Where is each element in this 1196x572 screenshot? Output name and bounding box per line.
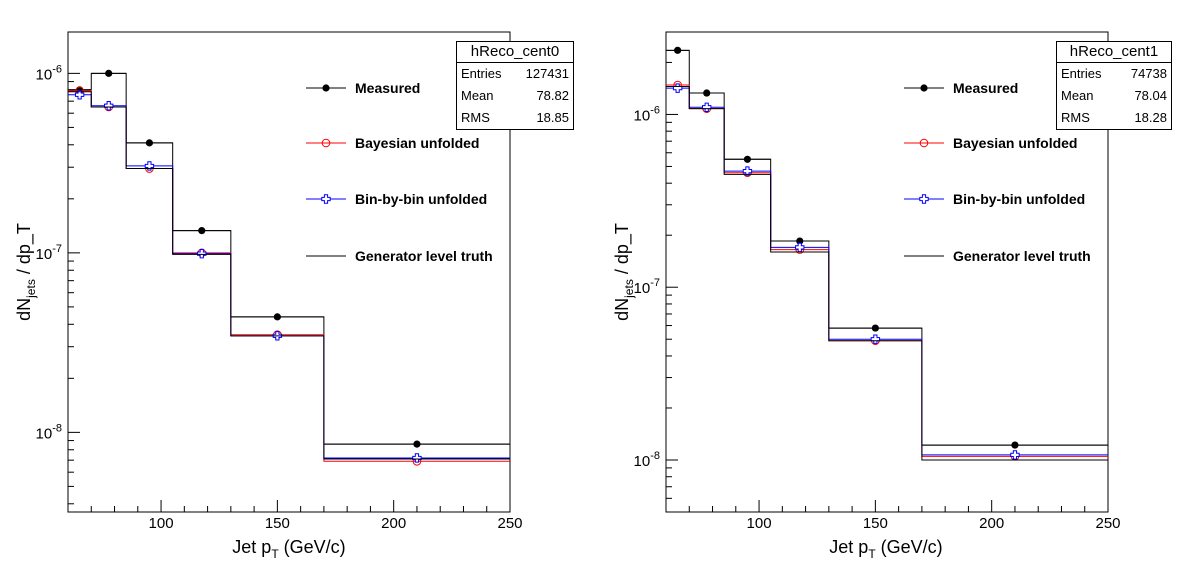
- plot-frame: [67, 31, 511, 513]
- legend-marker: [919, 194, 929, 204]
- data-point: [1011, 441, 1019, 449]
- legend-label: Measured: [953, 80, 1018, 96]
- stats-value: 74738: [1130, 66, 1167, 81]
- legend-marker: [321, 138, 331, 148]
- stats-row-entries: Entries 74738: [1057, 63, 1171, 85]
- x-axis-title: Jet pT (GeV/c): [232, 537, 345, 561]
- data-point: [273, 313, 281, 321]
- stats-label: RMS: [1061, 110, 1090, 125]
- data-point: [702, 102, 712, 112]
- data-point: [105, 69, 113, 77]
- stats-value: 18.85: [536, 110, 569, 125]
- y-tick-label: 10-8: [634, 450, 660, 470]
- y-tick-label: 10-6: [634, 104, 660, 124]
- legend-label: Bin-by-bin unfolded: [355, 191, 487, 207]
- data-point: [743, 155, 752, 163]
- data-point: [197, 248, 207, 259]
- stats-value: 18.28: [1134, 110, 1167, 125]
- x-tick-label: 100: [747, 515, 772, 532]
- x-tick-label: 200: [381, 515, 406, 532]
- x-tick-label: 200: [979, 515, 1004, 532]
- legend-marker: [919, 138, 929, 148]
- legend-marker: [321, 194, 331, 204]
- x-tick-label: 150: [265, 515, 290, 532]
- data-point: [870, 334, 881, 344]
- legend-marker: [322, 84, 330, 92]
- series-3: [666, 86, 1108, 461]
- stats-value: 78.82: [536, 88, 569, 103]
- series-line: [666, 86, 1108, 461]
- stats-label: Mean: [461, 88, 494, 103]
- series-3: [68, 91, 510, 460]
- chart-1: 100 150 200 250 10-8 10-7 10-6 Measured Bayesian…: [612, 31, 1121, 561]
- stats-label: RMS: [461, 110, 490, 125]
- y-axis-title: dNjets / dp_T: [14, 223, 38, 321]
- stats-row-rms: RMS 18.28: [1057, 107, 1171, 129]
- stats-label: Entries: [1061, 66, 1102, 81]
- stats-row-entries: Entries 127431: [457, 63, 573, 85]
- legend-label: Bayesian unfolded: [355, 135, 479, 151]
- data-point: [674, 46, 682, 54]
- data-point: [703, 89, 711, 97]
- stats-label: Mean: [1061, 88, 1094, 103]
- legend-label: Bin-by-bin unfolded: [953, 191, 1085, 207]
- legend: Measured Bayesian unfolded Bin-by-bin unfo…: [904, 80, 1091, 264]
- data-point: [74, 90, 85, 100]
- data-point: [871, 324, 879, 332]
- data-point: [104, 101, 114, 111]
- data-point: [742, 166, 753, 176]
- x-tick-label: 100: [149, 515, 174, 532]
- series-line: [68, 91, 510, 460]
- x-tick-label: 150: [863, 515, 888, 532]
- stats-title: hReco_cent0: [457, 42, 573, 63]
- stats-row-rms: RMS 18.85: [457, 107, 573, 129]
- stats-label: Entries: [461, 66, 502, 81]
- y-axis-title: dNjets / dp_T: [612, 223, 636, 321]
- x-tick-label: 250: [497, 515, 522, 532]
- stats-title: hReco_cent1: [1057, 42, 1171, 63]
- stats-value: 127431: [525, 66, 569, 81]
- stats-value: 78.04: [1134, 88, 1167, 103]
- data-point: [412, 453, 422, 463]
- plot-frame: [665, 31, 1109, 513]
- data-point: [145, 139, 154, 147]
- data-point: [795, 242, 805, 253]
- y-tick-label: 10-7: [36, 243, 62, 263]
- legend-label: Generator level truth: [953, 248, 1091, 264]
- legend-label: Bayesian unfolded: [953, 135, 1077, 151]
- legend-label: Measured: [355, 80, 420, 96]
- chart-0: 100 150 200 250 10-8 10-7 10-6 Measured Bayesian…: [14, 31, 523, 561]
- stats-box-1: hReco_cent1 Entries 74738 Mean 78.04 RMS 18…: [1056, 41, 1172, 130]
- y-tick-label: 10-8: [36, 422, 62, 442]
- data-point: [198, 227, 206, 235]
- legend-marker: [920, 84, 928, 92]
- y-tick-label: 10-6: [36, 63, 62, 83]
- data-point: [1010, 450, 1020, 460]
- y-tick-label: 10-7: [634, 277, 660, 297]
- x-axis-title: Jet pT (GeV/c): [829, 537, 942, 561]
- stats-row-mean: Mean 78.82: [457, 85, 573, 107]
- data-point: [413, 440, 421, 448]
- legend-label: Generator level truth: [355, 248, 493, 264]
- legend: Measured Bayesian unfolded Bin-by-bin unfo…: [306, 80, 493, 264]
- stats-box-0: hReco_cent0 Entries 127431 Mean 78.82 RMS 1…: [456, 41, 574, 130]
- data-point: [144, 161, 155, 171]
- x-tick-label: 250: [1095, 515, 1120, 532]
- stats-row-mean: Mean 78.04: [1057, 85, 1171, 107]
